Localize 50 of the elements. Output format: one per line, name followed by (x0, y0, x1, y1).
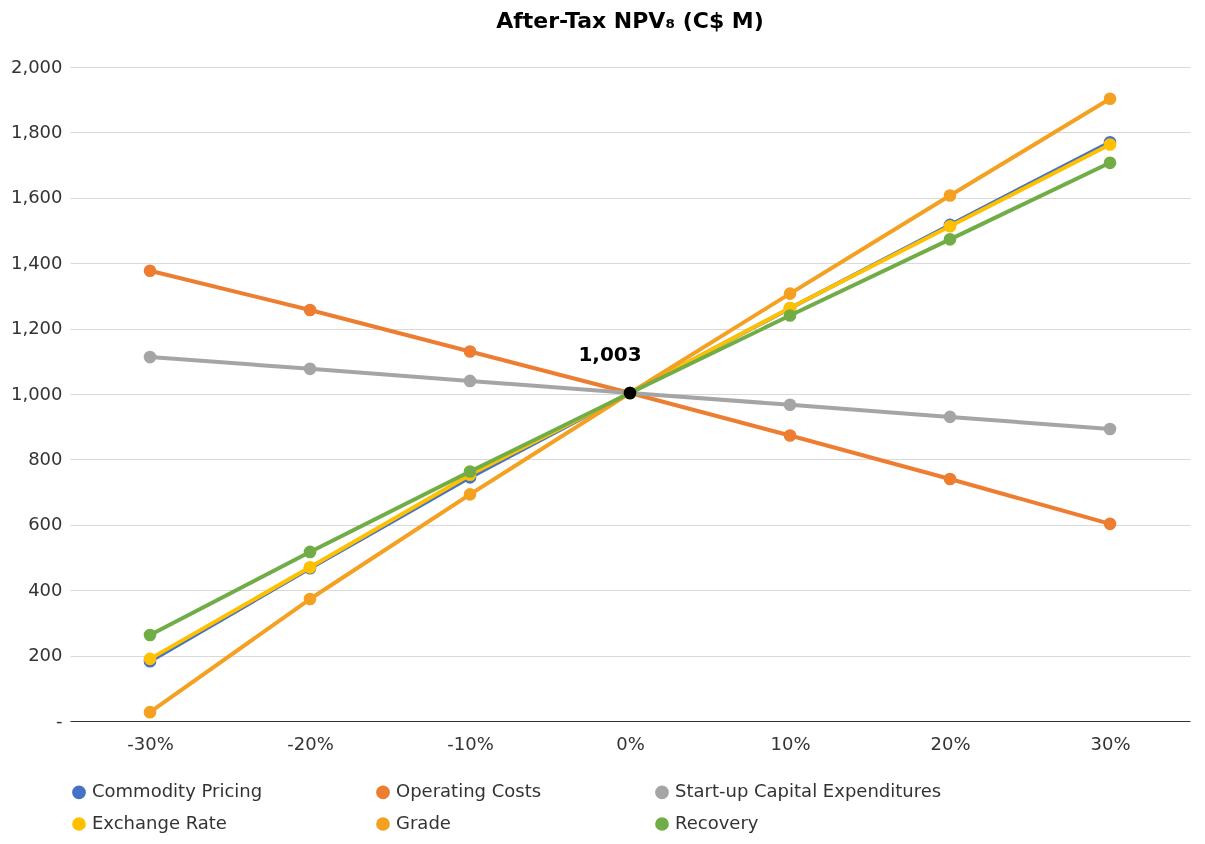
legend-label: Recovery (675, 812, 759, 833)
legend-label: Grade (396, 812, 451, 833)
point (783, 429, 797, 442)
x-tick-label: -10% (447, 732, 494, 754)
x-tick-label: 30% (1090, 732, 1131, 754)
point (943, 233, 957, 246)
y-tick-label: 1,000 (10, 382, 63, 404)
point (143, 264, 157, 278)
y-tick-label: 2,000 (10, 55, 63, 77)
annotation: 1,003 (578, 342, 642, 367)
point (783, 398, 797, 412)
x-tick-label: 0% (616, 732, 645, 754)
point (143, 350, 157, 364)
point (943, 189, 957, 202)
legend-label: Exchange Rate (92, 812, 227, 833)
y-tick-label: 1,400 (10, 251, 63, 273)
y-tick-label: 200 (28, 644, 63, 666)
point (943, 472, 957, 486)
y-tick-label: 600 (28, 513, 63, 535)
chart-title: After-Tax NPV₈ (C$ M) (496, 8, 764, 33)
point (1103, 517, 1117, 531)
point (463, 374, 477, 388)
point (303, 362, 317, 376)
point (783, 287, 797, 300)
point (1103, 92, 1117, 106)
point (1103, 156, 1117, 170)
y-tick-label: 1,800 (10, 120, 63, 142)
point (143, 705, 157, 719)
y-tick-label: 400 (28, 578, 63, 600)
y-tick-label: - (56, 709, 63, 731)
legend-label: Start-up Capital Expenditures (675, 780, 942, 802)
legend-label: Commodity Pricing (92, 780, 263, 802)
point (463, 488, 477, 501)
point (303, 592, 317, 606)
y-tick-label: 800 (28, 447, 63, 469)
x-tick-label: -20% (287, 732, 334, 754)
point (463, 345, 477, 358)
point (463, 465, 477, 478)
x-tick-label: 10% (770, 732, 811, 754)
point (303, 545, 317, 559)
y-tick-label: 1,200 (10, 317, 63, 339)
legend-label: Operating Costs (396, 780, 542, 802)
point (143, 628, 157, 642)
y-tick-label: 1,600 (10, 186, 63, 208)
x-tick-label: 20% (930, 732, 971, 754)
point (303, 303, 317, 317)
x-tick-label: -30% (127, 732, 174, 754)
point (943, 410, 957, 424)
point (783, 309, 797, 322)
point (1103, 422, 1117, 436)
